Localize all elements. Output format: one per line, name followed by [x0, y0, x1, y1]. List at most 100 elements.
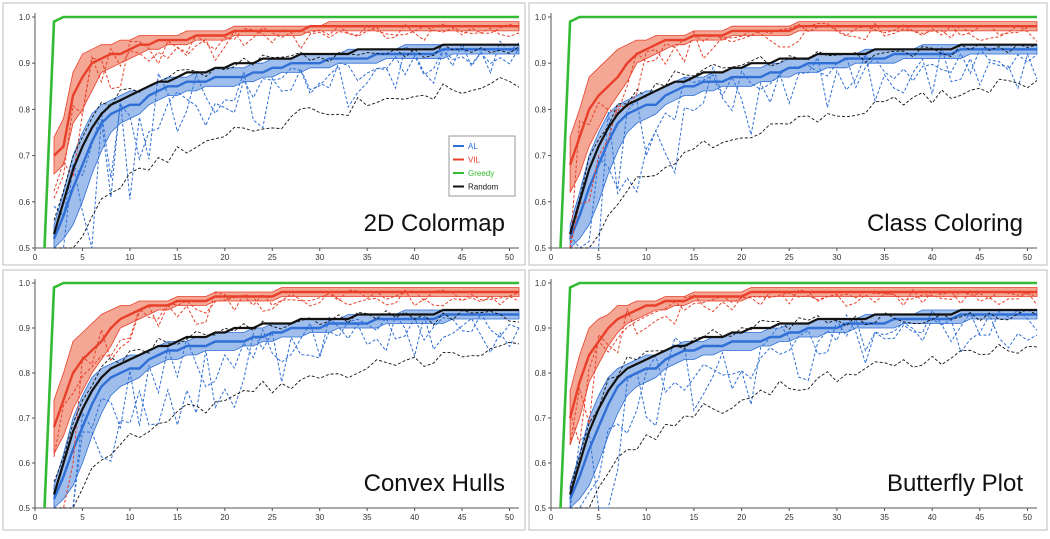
x-tick-label: 0 — [33, 253, 38, 262]
x-tick-label: 45 — [975, 253, 984, 262]
x-tick-label: 20 — [220, 253, 229, 262]
y-tick-label: 0.9 — [535, 324, 547, 333]
series-band-vil — [53, 21, 520, 176]
y-tick-label: 0.5 — [19, 504, 31, 513]
series-run-random — [54, 76, 520, 249]
x-tick-label: 15 — [173, 513, 182, 522]
x-tick-label: 10 — [125, 513, 134, 522]
series-run-vil — [53, 289, 520, 457]
y-tick-label: 0.9 — [19, 59, 31, 68]
series-run-vil — [569, 23, 1038, 249]
x-tick-label: 0 — [33, 513, 38, 522]
y-tick-label: 1.0 — [535, 13, 547, 22]
y-tick-label: 0.6 — [19, 459, 31, 468]
y-tick-label: 0.9 — [535, 59, 547, 68]
series-line-random — [52, 43, 519, 235]
y-tick-label: 0.8 — [19, 105, 31, 114]
x-tick-label: 0 — [549, 253, 554, 262]
x-tick-label: 25 — [268, 513, 277, 522]
y-tick-label: 0.7 — [535, 414, 547, 423]
x-tick-label: 15 — [173, 253, 182, 262]
series-run-random — [569, 308, 1038, 489]
x-tick-label: 15 — [689, 513, 698, 522]
x-tick-label: 50 — [1023, 513, 1032, 522]
x-tick-label: 35 — [880, 513, 889, 522]
series-run-al — [569, 309, 1038, 509]
panel-title: 2D Colormap — [364, 210, 505, 237]
series-line-al — [568, 313, 1037, 500]
legend-label-vil: VIL — [468, 156, 481, 165]
panel-title: Butterfly Plot — [887, 470, 1023, 497]
y-tick-label: 0.8 — [535, 369, 547, 378]
series-run-random — [570, 343, 1038, 509]
y-tick-label: 0.7 — [535, 152, 547, 161]
series-line-random — [52, 308, 519, 495]
series-run-vil — [54, 289, 520, 509]
series-line-al — [568, 48, 1037, 240]
x-tick-label: 30 — [315, 253, 324, 262]
x-tick-label: 30 — [832, 253, 841, 262]
x-tick-label: 30 — [315, 513, 324, 522]
series-run-vil — [53, 23, 520, 199]
x-tick-label: 20 — [737, 253, 746, 262]
y-tick-label: 0.5 — [19, 244, 31, 253]
legend-label-al: AL — [468, 142, 478, 151]
series-run-al — [54, 40, 520, 249]
y-tick-label: 0.8 — [535, 105, 547, 114]
x-tick-label: 40 — [928, 513, 937, 522]
y-tick-label: 0.9 — [19, 324, 31, 333]
x-tick-label: 35 — [363, 253, 372, 262]
y-tick-label: 1.0 — [535, 279, 547, 288]
x-tick-label: 45 — [458, 253, 467, 262]
x-tick-label: 45 — [458, 513, 467, 522]
x-tick-label: 40 — [928, 253, 937, 262]
chart-panel: 0.5 0.6 0.7 0.8 0.9 1.0 0 5 10 15 20 25 30 35 40 45 50 Bu… — [528, 269, 1048, 531]
x-tick-label: 50 — [505, 513, 514, 522]
x-tick-label: 5 — [80, 513, 85, 522]
chart-panel: 0.5 0.6 0.7 0.8 0.9 1.0 0 5 10 15 20 25 30 35 40 45 50 2D… — [2, 2, 526, 266]
chart-panel: 0.5 0.6 0.7 0.8 0.9 1.0 0 5 10 15 20 25 30 35 40 45 50 Cl… — [528, 2, 1048, 266]
series-line-vil — [53, 25, 519, 157]
series-band-vil — [569, 287, 1038, 446]
x-tick-label: 30 — [832, 513, 841, 522]
y-tick-label: 0.7 — [19, 152, 31, 161]
y-tick-label: 0.5 — [535, 244, 547, 253]
x-tick-label: 5 — [596, 253, 601, 262]
panel-title: Convex Hulls — [364, 470, 505, 497]
series-line-greedy — [43, 281, 519, 509]
series-run-al — [570, 46, 1038, 249]
y-tick-label: 0.6 — [535, 459, 547, 468]
x-tick-label: 10 — [125, 253, 134, 262]
x-tick-label: 25 — [268, 253, 277, 262]
x-tick-label: 5 — [80, 253, 85, 262]
series-run-random — [54, 341, 520, 509]
x-tick-label: 25 — [785, 253, 794, 262]
series-line-greedy — [559, 281, 1037, 509]
x-tick-label: 40 — [410, 513, 419, 522]
series-line-greedy — [559, 15, 1037, 249]
chart-panel: 0.5 0.6 0.7 0.8 0.9 1.0 0 5 10 15 20 25 30 35 40 45 50 Co… — [2, 269, 526, 531]
series-line-vil — [52, 290, 519, 428]
x-tick-label: 45 — [975, 513, 984, 522]
series-band-vil — [53, 287, 520, 455]
series-run-al — [54, 313, 520, 509]
x-tick-label: 50 — [1023, 253, 1032, 262]
x-tick-label: 50 — [505, 253, 514, 262]
x-tick-label: 10 — [642, 513, 651, 522]
x-tick-label: 35 — [880, 253, 889, 262]
y-tick-label: 1.0 — [19, 279, 31, 288]
series-run-al — [54, 312, 520, 509]
series-band-vil — [569, 21, 1038, 193]
legend-label-greedy: Greedy — [468, 169, 494, 178]
x-tick-label: 25 — [785, 513, 794, 522]
x-tick-label: 20 — [737, 513, 746, 522]
y-tick-label: 0.8 — [19, 369, 31, 378]
series-line-random — [569, 43, 1037, 235]
legend-label-random: Random — [468, 183, 499, 192]
y-tick-label: 0.6 — [535, 198, 547, 207]
series-run-random — [570, 78, 1038, 249]
series-run-vil — [53, 23, 520, 192]
x-tick-label: 5 — [596, 513, 601, 522]
